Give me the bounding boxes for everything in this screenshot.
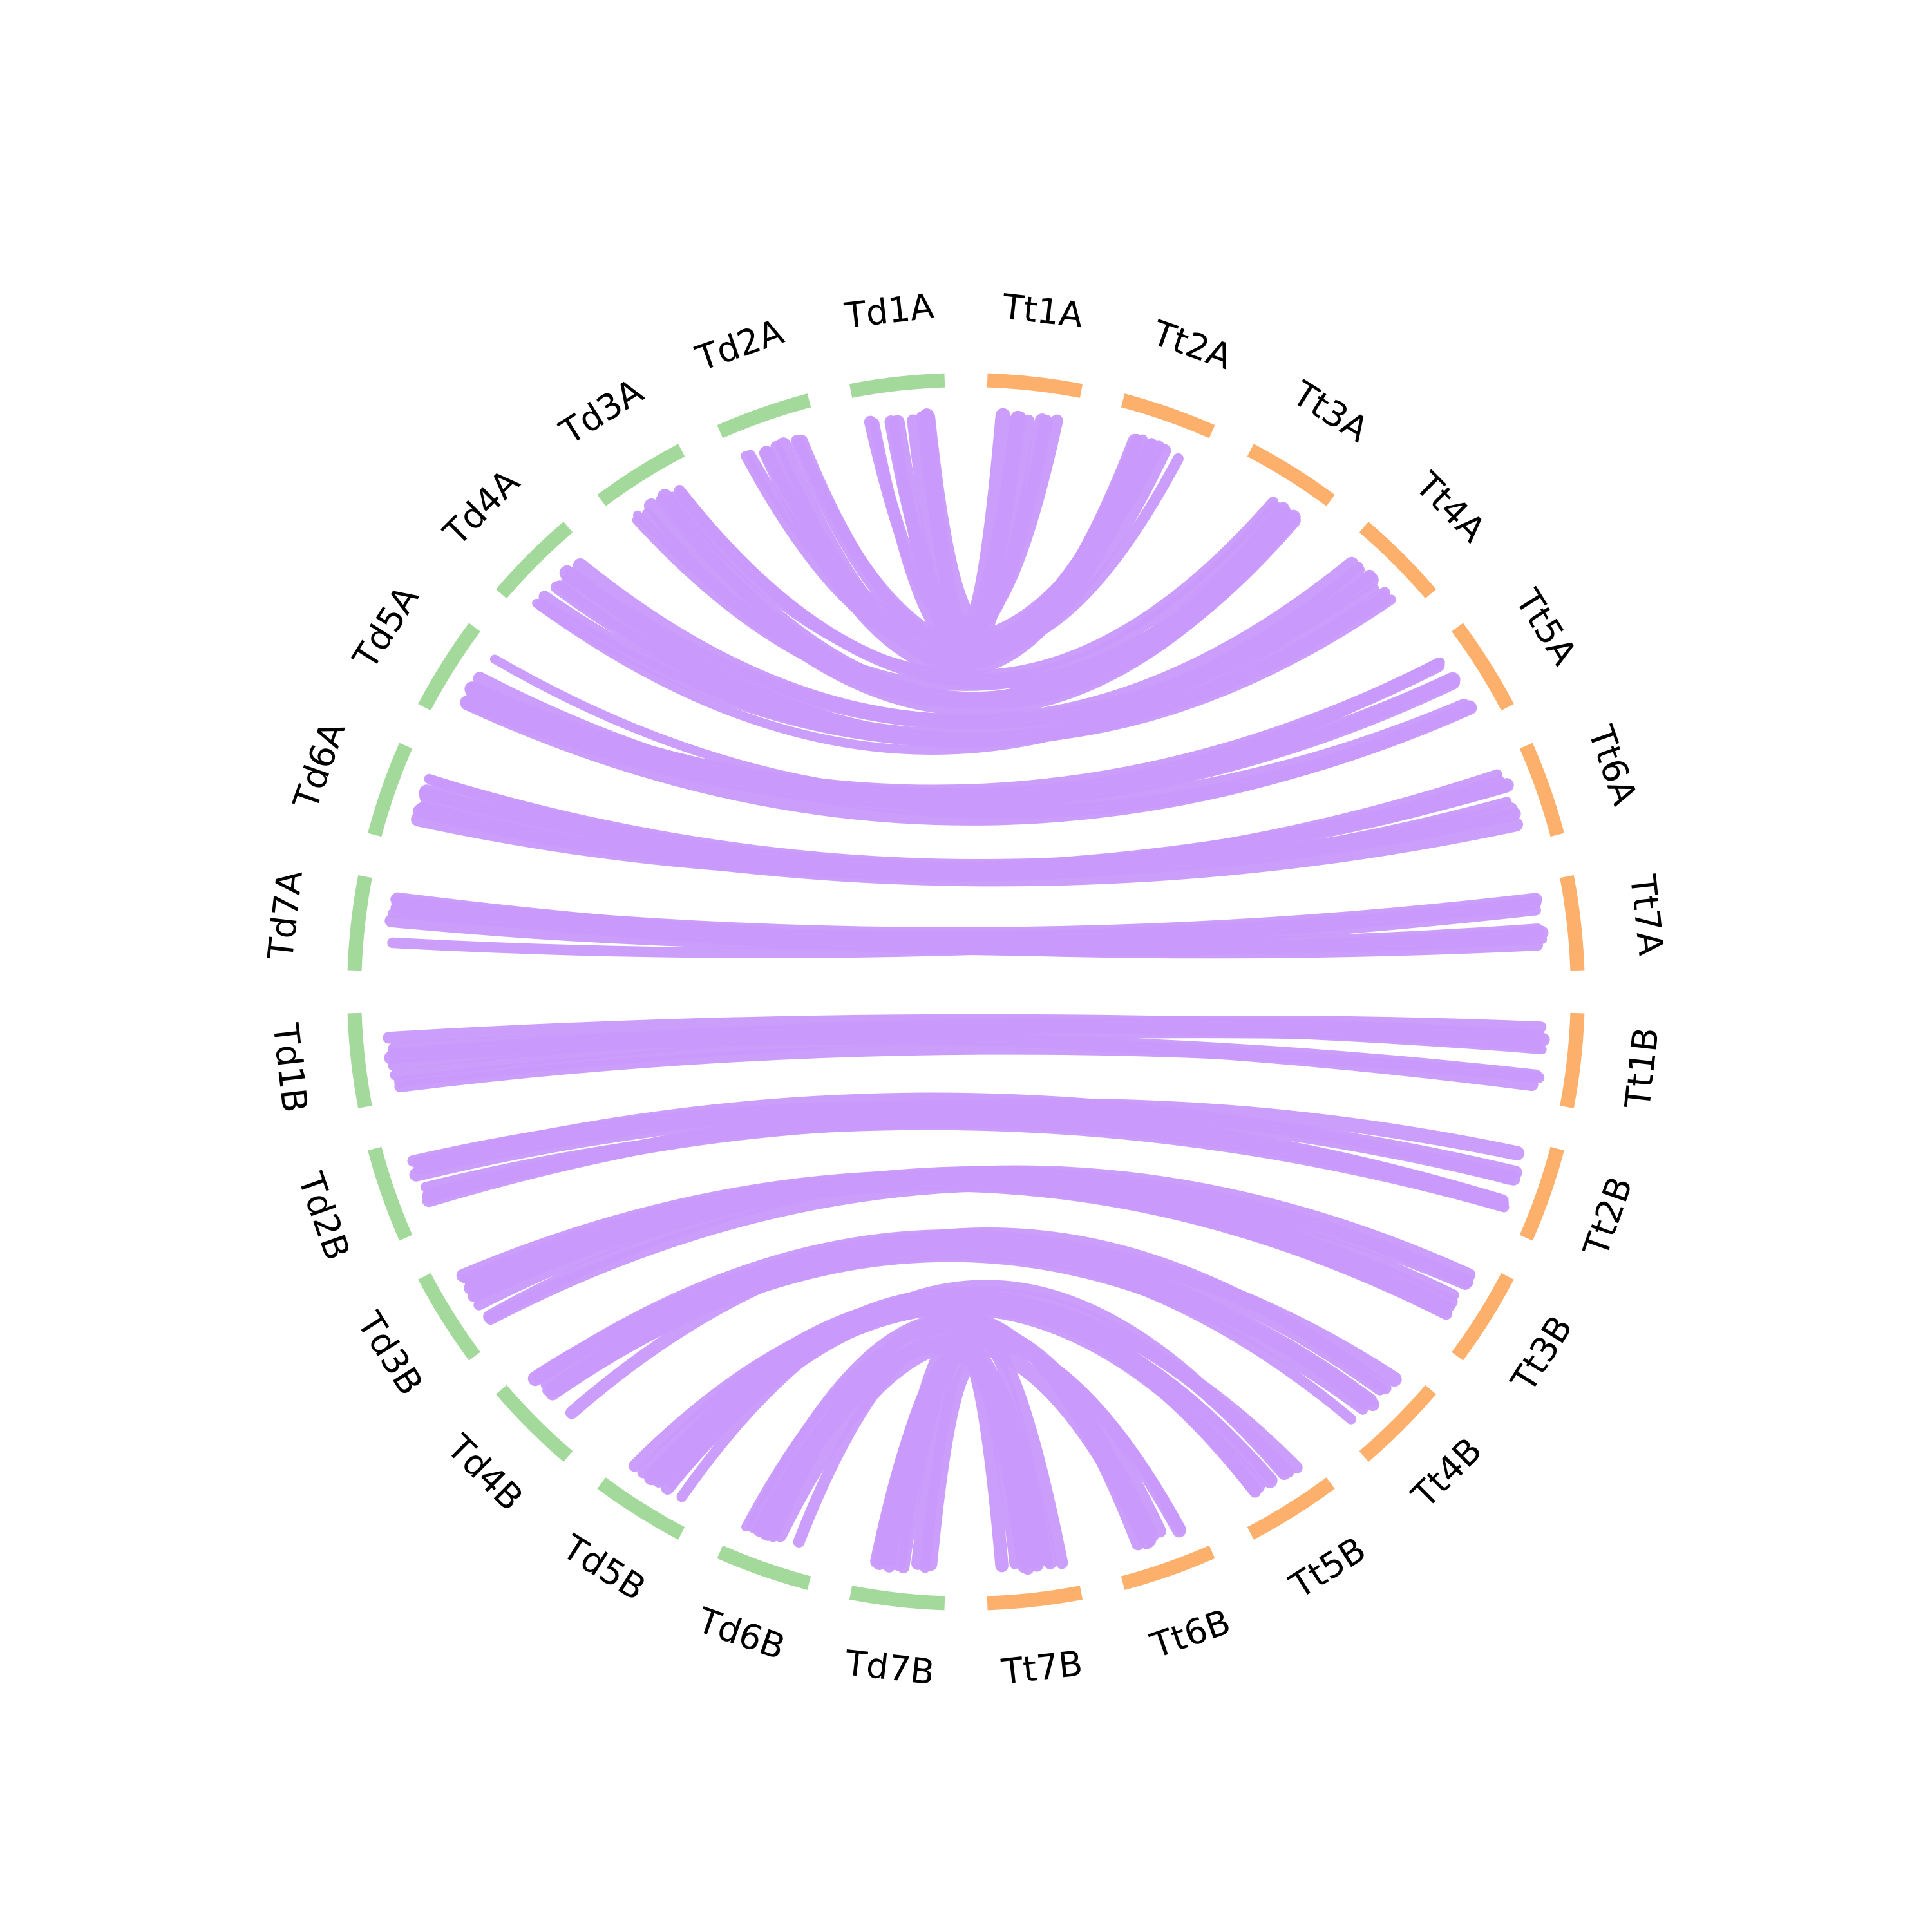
link-ribbon (535, 591, 1390, 747)
segments-layer (347, 373, 1585, 1611)
segment-td5a (418, 623, 480, 711)
segment-label-td1a: Td1A (842, 286, 936, 336)
link-bundle-td6a-tt6a (411, 769, 1523, 887)
link-bundle-td4b-tt4b (527, 1227, 1402, 1425)
segment-tt5a (1452, 623, 1514, 711)
segment-td3a (597, 444, 685, 506)
link-ribbon (674, 484, 1282, 685)
segment-td6b (717, 1545, 811, 1590)
link-ribbon (388, 1025, 1544, 1070)
link-bundle-td5a-tt5a (460, 654, 1477, 826)
segment-tt1b (1560, 1012, 1585, 1109)
segment-label-td1b: Td1B (265, 1021, 315, 1115)
link-bundle-td1b-tt1b (383, 1014, 1550, 1092)
segment-td4b (496, 1385, 573, 1462)
link-ribbon (415, 769, 1502, 878)
link-ribbon (545, 1246, 1379, 1412)
link-bundle-td4a-tt4a (532, 556, 1396, 755)
link-bundle-td5b-tt5b (628, 1280, 1303, 1502)
segment-label-tt1a: Tt1A (999, 286, 1085, 336)
link-ribbon (746, 1312, 1153, 1544)
segment-label-tt1b: Tt1B (1617, 1025, 1667, 1111)
segment-td5b (597, 1477, 685, 1540)
link-bundle-td7b-tt7b (870, 1325, 1068, 1575)
links-layer (383, 408, 1550, 1575)
link-bundle-td3b-tt3b (456, 1165, 1476, 1325)
link-ribbon (565, 1227, 1392, 1419)
link-bundle-td2b-tt2b (407, 1092, 1525, 1213)
segment-tt2b (1519, 1146, 1564, 1241)
segment-td4a (496, 522, 573, 599)
segment-td2a (717, 393, 811, 439)
segment-label-tt7b: Tt7B (999, 1643, 1084, 1692)
segment-tt7a (1560, 875, 1585, 971)
segment-tt3b (1452, 1273, 1514, 1361)
link-ribbon (919, 408, 1010, 636)
link-ribbon (573, 556, 1359, 729)
link-ribbon (473, 1173, 1459, 1311)
segment-td1b (347, 1012, 372, 1109)
link-ribbon (641, 505, 1291, 708)
segment-td7a (347, 875, 372, 971)
segment-tt3a (1247, 444, 1335, 506)
segment-tt5b (1247, 1477, 1335, 1540)
segment-label-td7a: Td7A (260, 868, 310, 962)
link-bundle-td3a-tt3a (632, 484, 1301, 716)
link-ribbon (388, 902, 1538, 944)
link-ribbon (667, 1300, 1276, 1490)
segment-tt6a (1519, 743, 1564, 837)
segment-td2b (368, 1146, 413, 1241)
link-ribbon (407, 1101, 1509, 1206)
segment-td3b (418, 1273, 480, 1361)
link-ribbon (483, 1165, 1476, 1323)
link-ribbon (532, 562, 1364, 755)
segment-tt1a (987, 373, 1083, 398)
segment-td6a (368, 743, 413, 837)
link-ribbon (383, 1014, 1546, 1044)
segment-label-td7b: Td7B (842, 1642, 936, 1692)
link-ribbon (394, 1043, 1545, 1092)
segment-tt4a (1359, 522, 1436, 599)
link-ribbon (466, 673, 1458, 809)
link-ribbon (741, 434, 1148, 656)
segment-tt2a (1121, 393, 1215, 439)
link-ribbon (923, 1357, 1035, 1575)
segment-td7b (849, 1586, 945, 1611)
segment-td1a (849, 373, 945, 398)
segment-label-tt7a: Tt7A (1622, 872, 1672, 958)
segment-tt6b (1121, 1545, 1215, 1590)
link-bundle-td2a-tt2a (741, 433, 1184, 676)
link-bundle-td7a-tt7a (384, 892, 1549, 959)
link-ribbon (464, 1180, 1448, 1317)
segment-tt4b (1359, 1385, 1436, 1462)
segment-tt7b (987, 1586, 1083, 1611)
